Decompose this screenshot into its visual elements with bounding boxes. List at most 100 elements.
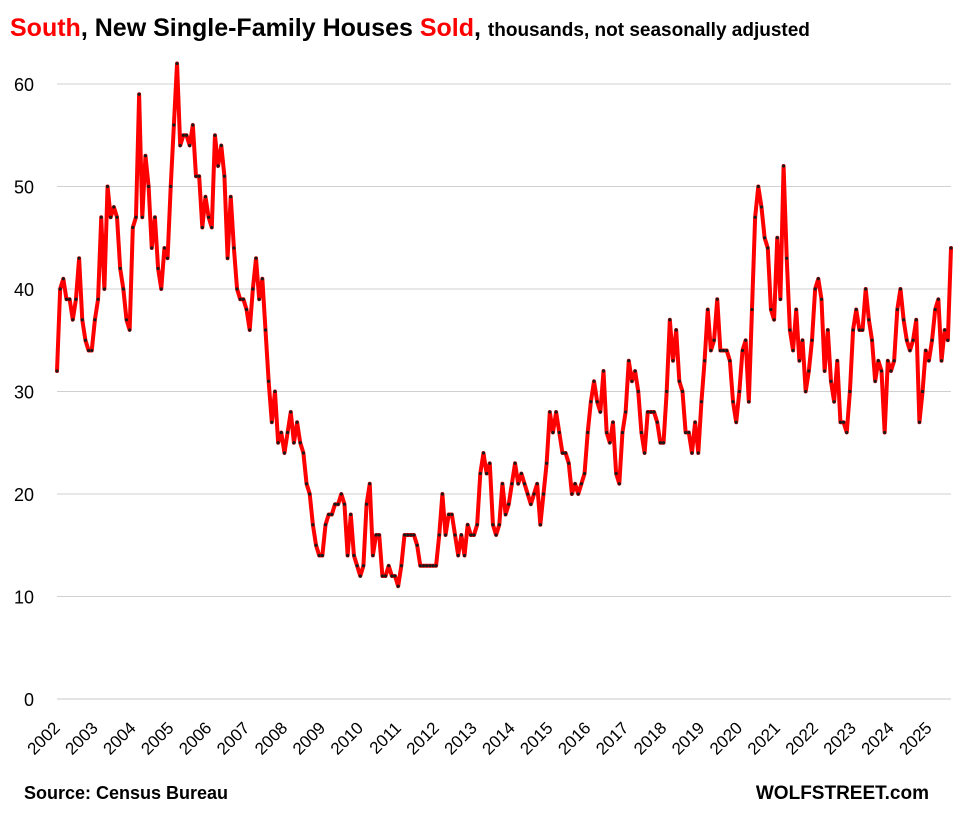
data-point bbox=[121, 287, 125, 291]
data-point bbox=[443, 533, 448, 537]
data-point bbox=[829, 379, 833, 383]
data-point bbox=[478, 471, 482, 476]
data-point bbox=[519, 471, 523, 476]
data-point bbox=[646, 410, 650, 414]
data-point bbox=[349, 512, 353, 517]
data-point bbox=[295, 420, 299, 424]
data-point bbox=[150, 246, 154, 250]
x-tick-label: 2007 bbox=[213, 718, 253, 758]
title-sold: Sold bbox=[419, 14, 474, 42]
data-point bbox=[620, 430, 625, 435]
data-point bbox=[734, 420, 738, 424]
x-tick-label: 2004 bbox=[99, 718, 139, 758]
data-point bbox=[943, 328, 947, 332]
data-point bbox=[282, 451, 287, 455]
data-point bbox=[579, 482, 584, 486]
data-point bbox=[112, 205, 116, 209]
data-point bbox=[235, 287, 239, 291]
x-tick-label: 2008 bbox=[251, 718, 291, 758]
data-point bbox=[510, 482, 514, 486]
data-point bbox=[159, 287, 163, 291]
data-point bbox=[652, 410, 656, 414]
data-point bbox=[589, 400, 593, 404]
data-point bbox=[763, 236, 767, 240]
data-point bbox=[105, 184, 110, 189]
data-point bbox=[425, 564, 429, 568]
x-tick-label: 2025 bbox=[896, 718, 936, 758]
data-point bbox=[570, 492, 574, 496]
x-tick-label: 2021 bbox=[744, 718, 784, 758]
data-point bbox=[848, 389, 852, 394]
data-point bbox=[908, 348, 912, 353]
data-point bbox=[481, 451, 486, 455]
data-point bbox=[286, 430, 290, 435]
data-point bbox=[895, 307, 899, 312]
data-point bbox=[933, 307, 937, 312]
data-point bbox=[769, 307, 773, 312]
y-tick-label: 30 bbox=[14, 383, 34, 403]
data-point bbox=[191, 123, 195, 127]
data-point bbox=[330, 512, 334, 517]
data-point bbox=[661, 441, 666, 445]
data-point bbox=[153, 215, 157, 219]
data-point bbox=[576, 492, 580, 496]
data-point bbox=[608, 441, 612, 445]
data-point bbox=[873, 379, 877, 383]
data-point bbox=[304, 482, 309, 486]
data-point bbox=[718, 348, 722, 353]
data-point bbox=[930, 338, 934, 342]
data-point bbox=[753, 215, 757, 219]
x-tick-label: 2023 bbox=[820, 718, 860, 758]
data-point bbox=[756, 184, 760, 189]
data-point bbox=[257, 297, 261, 301]
data-point bbox=[409, 533, 413, 537]
data-point bbox=[80, 318, 84, 322]
data-point bbox=[447, 512, 451, 517]
y-axis-ticks: 0 10 20 30 40 50 60 bbox=[14, 75, 34, 710]
data-point bbox=[715, 297, 719, 301]
data-point bbox=[472, 533, 476, 537]
x-tick-label: 2019 bbox=[668, 718, 708, 758]
data-point bbox=[601, 369, 606, 373]
data-point bbox=[494, 533, 498, 537]
data-point bbox=[147, 184, 151, 189]
data-point bbox=[229, 195, 233, 199]
data-point bbox=[421, 564, 426, 568]
data-point bbox=[431, 564, 435, 568]
data-point bbox=[835, 359, 839, 363]
data-point bbox=[131, 225, 135, 230]
data-point bbox=[251, 287, 255, 291]
data-point bbox=[687, 430, 691, 435]
data-point bbox=[924, 348, 928, 353]
data-point bbox=[598, 410, 602, 414]
data-point bbox=[197, 174, 201, 178]
data-point bbox=[175, 61, 179, 66]
data-point bbox=[172, 123, 176, 127]
data-point bbox=[658, 441, 662, 445]
data-point bbox=[93, 318, 97, 322]
data-point bbox=[355, 564, 359, 568]
data-point bbox=[289, 410, 293, 414]
data-point bbox=[320, 553, 324, 558]
data-point bbox=[633, 369, 637, 373]
data-point bbox=[143, 154, 148, 158]
data-point bbox=[750, 307, 754, 312]
data-point bbox=[396, 584, 400, 588]
data-point bbox=[516, 482, 520, 486]
data-point bbox=[203, 195, 208, 199]
data-point bbox=[301, 451, 305, 455]
data-point bbox=[90, 348, 94, 353]
data-point bbox=[595, 400, 599, 404]
data-point bbox=[475, 523, 479, 527]
data-point bbox=[671, 359, 675, 363]
data-point bbox=[917, 420, 922, 424]
data-point bbox=[194, 174, 198, 178]
data-point bbox=[706, 307, 710, 312]
data-point bbox=[323, 523, 328, 527]
data-point bbox=[778, 297, 783, 301]
data-point bbox=[64, 297, 69, 301]
data-point bbox=[902, 318, 906, 322]
data-point bbox=[485, 471, 489, 476]
data-point bbox=[134, 215, 138, 219]
